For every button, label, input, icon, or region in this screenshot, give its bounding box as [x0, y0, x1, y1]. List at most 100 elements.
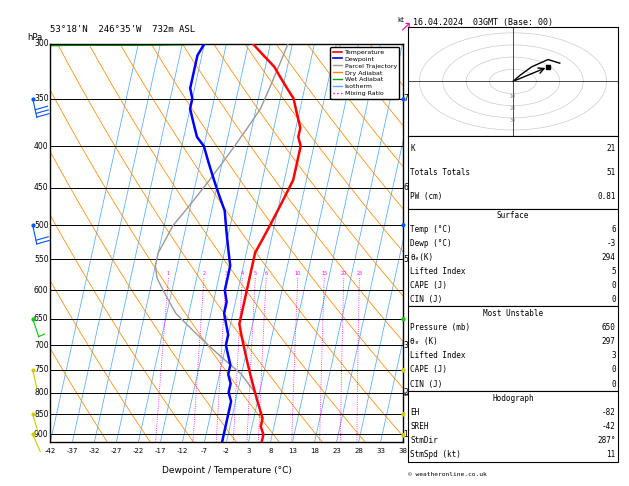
- Text: 13: 13: [288, 448, 297, 454]
- Text: 21: 21: [606, 144, 616, 153]
- Text: StmDir: StmDir: [410, 436, 438, 445]
- Text: kt: kt: [397, 17, 404, 23]
- Text: 6: 6: [265, 271, 268, 276]
- Text: 16.04.2024  03GMT (Base: 00): 16.04.2024 03GMT (Base: 00): [413, 18, 554, 28]
- Text: 5: 5: [253, 271, 257, 276]
- Text: ●: ●: [401, 412, 406, 417]
- Text: -22: -22: [133, 448, 144, 454]
- Text: CIN (J): CIN (J): [410, 380, 442, 389]
- Text: 51: 51: [606, 168, 616, 177]
- Text: 750: 750: [34, 365, 48, 374]
- Text: 0: 0: [611, 295, 616, 304]
- Text: 53°18'N  246°35'W  732m ASL: 53°18'N 246°35'W 732m ASL: [50, 25, 196, 34]
- Text: 0: 0: [611, 365, 616, 375]
- Legend: Temperature, Dewpoint, Parcel Trajectory, Dry Adiabat, Wet Adiabat, Isotherm, Mi: Temperature, Dewpoint, Parcel Trajectory…: [330, 47, 399, 99]
- Text: 38: 38: [398, 448, 407, 454]
- Text: 287°: 287°: [598, 436, 616, 445]
- Text: 30: 30: [510, 118, 516, 123]
- Text: 297: 297: [602, 337, 616, 346]
- Text: Lifted Index: Lifted Index: [410, 351, 465, 360]
- Text: -42: -42: [45, 448, 56, 454]
- Text: 6: 6: [611, 226, 616, 234]
- Text: -32: -32: [89, 448, 100, 454]
- Text: 23: 23: [332, 448, 341, 454]
- Text: ●: ●: [401, 367, 406, 372]
- Text: -82: -82: [602, 408, 616, 417]
- Text: Surface: Surface: [497, 211, 529, 221]
- Text: © weatheronline.co.uk: © weatheronline.co.uk: [408, 472, 486, 477]
- Text: PW (cm): PW (cm): [410, 192, 442, 201]
- Text: CAPE (J): CAPE (J): [410, 365, 447, 375]
- Text: 0: 0: [611, 281, 616, 290]
- Text: SREH: SREH: [410, 422, 428, 431]
- Text: 900: 900: [34, 430, 48, 439]
- Text: ●: ●: [401, 316, 406, 321]
- Text: ●: ●: [401, 96, 406, 101]
- Text: 25: 25: [356, 271, 362, 276]
- Text: 800: 800: [34, 388, 48, 397]
- Text: EH: EH: [410, 408, 420, 417]
- Text: 0.81: 0.81: [598, 192, 616, 201]
- Text: Most Unstable: Most Unstable: [483, 309, 543, 318]
- Text: θₑ(K): θₑ(K): [410, 253, 433, 262]
- Text: Lifted Index: Lifted Index: [410, 267, 465, 276]
- Text: -37: -37: [67, 448, 78, 454]
- Text: -7: -7: [201, 448, 208, 454]
- Text: 5: 5: [404, 255, 408, 264]
- Text: 600: 600: [34, 286, 48, 295]
- Text: 1: 1: [167, 271, 170, 276]
- Text: 18: 18: [310, 448, 319, 454]
- Text: -27: -27: [111, 448, 122, 454]
- Text: ●: ●: [401, 432, 406, 437]
- Text: 15: 15: [321, 271, 327, 276]
- Text: 20: 20: [510, 106, 516, 111]
- Text: CAPE (J): CAPE (J): [410, 281, 447, 290]
- Text: 7: 7: [404, 94, 408, 103]
- Text: -42: -42: [602, 422, 616, 431]
- Text: 550: 550: [34, 255, 48, 264]
- Text: 33: 33: [376, 448, 385, 454]
- Text: 350: 350: [34, 94, 48, 103]
- Text: 4: 4: [241, 271, 244, 276]
- Text: Hodograph: Hodograph: [492, 394, 534, 403]
- Text: 700: 700: [34, 341, 48, 349]
- Text: 11: 11: [606, 450, 616, 459]
- Text: Temp (°C): Temp (°C): [410, 226, 452, 234]
- Text: K: K: [410, 144, 415, 153]
- Text: 3: 3: [404, 341, 408, 349]
- Text: km: km: [418, 33, 430, 42]
- Text: Dewp (°C): Dewp (°C): [410, 239, 452, 248]
- Text: 450: 450: [34, 183, 48, 192]
- Text: 28: 28: [354, 448, 363, 454]
- Text: 294: 294: [602, 253, 616, 262]
- Text: 6: 6: [404, 183, 408, 192]
- Text: 10: 10: [294, 271, 301, 276]
- Text: 3: 3: [246, 448, 251, 454]
- Text: Pressure (mb): Pressure (mb): [410, 323, 470, 332]
- Text: 10: 10: [510, 93, 516, 99]
- Text: Mixing Ratio (g/kg): Mixing Ratio (g/kg): [433, 207, 442, 279]
- Text: CIN (J): CIN (J): [410, 295, 442, 304]
- Text: 0: 0: [611, 380, 616, 389]
- Text: 300: 300: [34, 39, 48, 48]
- Text: 850: 850: [34, 410, 48, 418]
- Text: Totals Totals: Totals Totals: [410, 168, 470, 177]
- Text: LCL: LCL: [404, 392, 415, 397]
- Text: ●: ●: [401, 223, 406, 228]
- Text: hPa: hPa: [28, 33, 43, 42]
- Text: 20: 20: [341, 271, 347, 276]
- Text: 650: 650: [602, 323, 616, 332]
- Text: -12: -12: [177, 448, 188, 454]
- Text: ASL: ASL: [418, 44, 433, 52]
- Text: 2: 2: [404, 388, 408, 397]
- Text: -2: -2: [223, 448, 230, 454]
- Text: 8: 8: [268, 448, 273, 454]
- Text: 3: 3: [611, 351, 616, 360]
- Text: 2: 2: [203, 271, 206, 276]
- Text: ↗: ↗: [399, 20, 411, 34]
- Text: 650: 650: [34, 314, 48, 323]
- Text: 3: 3: [225, 271, 228, 276]
- Text: -17: -17: [155, 448, 166, 454]
- Text: θₑ (K): θₑ (K): [410, 337, 438, 346]
- Text: -3: -3: [606, 239, 616, 248]
